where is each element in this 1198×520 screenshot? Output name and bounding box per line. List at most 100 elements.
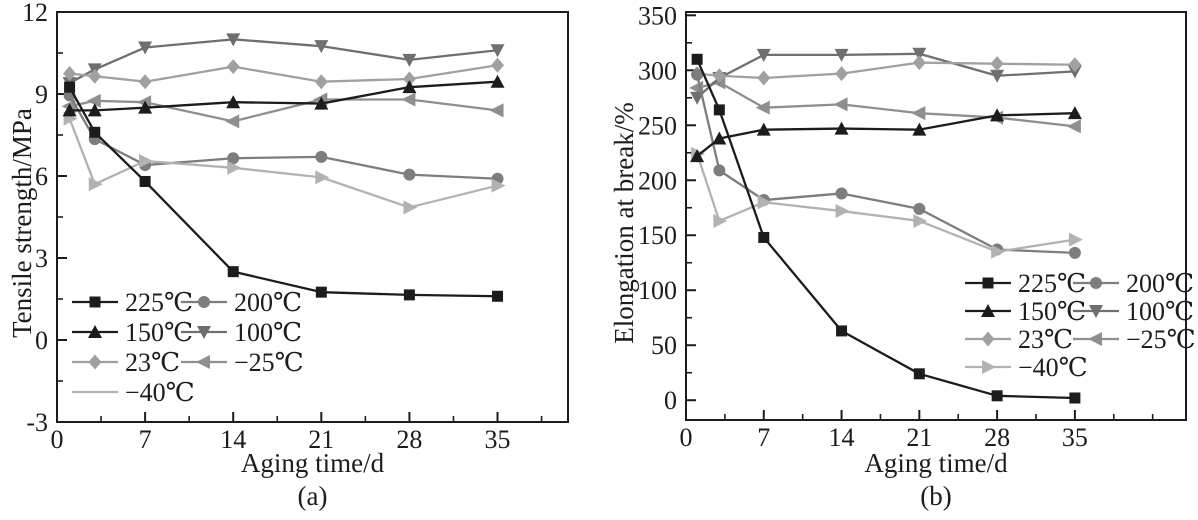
legend-marker [981, 304, 995, 317]
series-200c-marker [315, 150, 328, 163]
series-100c-marker [912, 47, 927, 61]
y-tick-label: 350 [638, 1, 677, 30]
series-100c-marker [690, 91, 705, 105]
legend-marker [196, 355, 210, 369]
series-23c-marker [757, 70, 771, 86]
series-150c-marker [834, 121, 849, 135]
series-100c-line [69, 38, 498, 85]
series-23c-line [69, 64, 498, 83]
x-tick-label: 21 [308, 425, 334, 454]
legend-marker [88, 354, 102, 370]
series-150c-marker [1067, 106, 1082, 120]
y-tick-label: 0 [35, 326, 48, 355]
legend-label: 200℃ [234, 288, 302, 317]
series-225c-marker [64, 81, 76, 93]
series-225c-marker [139, 175, 151, 187]
series-23c-marker [912, 55, 926, 71]
series-23c-marker [990, 56, 1004, 72]
series-225c-marker [1069, 392, 1081, 404]
series-100c-marker [490, 44, 505, 58]
x-tick-label: 14 [829, 423, 855, 452]
y-tick-label: 6 [35, 162, 48, 191]
x-tick-label: 7 [757, 423, 770, 452]
series-225c-marker [89, 126, 101, 138]
series-150c-marker [62, 103, 77, 117]
series-225c-marker [758, 231, 770, 243]
x-tick-label: 14 [220, 425, 246, 454]
legend-label: 23℃ [1018, 325, 1073, 354]
series-minus40c-marker [991, 244, 1006, 259]
y-tick-label: 200 [638, 166, 677, 195]
series-100c-marker [314, 40, 329, 54]
x-tick-label: 28 [984, 423, 1010, 452]
y-tick-label: -3 [26, 408, 48, 437]
series-150c-marker [690, 149, 705, 163]
series-minus40c-marker [913, 213, 928, 228]
chart-b-y-axis-title: Elongation at break/% [609, 102, 639, 344]
series-150c-marker [402, 80, 417, 94]
x-tick-label: 21 [906, 423, 932, 452]
legend-marker [1090, 277, 1102, 289]
series-225c-marker [691, 53, 703, 65]
series-150c-marker [712, 131, 727, 145]
legend-label: 100℃ [234, 318, 302, 347]
chart-panel-b: 0 7 14 21 28 35 0 50 100 150 200 250 300 350 225℃ 200℃ 1… [599, 0, 1198, 520]
series-minus25c-marker [755, 100, 770, 115]
series-minus40c-line [68, 118, 498, 209]
series-100c-marker [138, 41, 153, 55]
x-tick-label: 0 [51, 425, 64, 454]
series-150c-marker [226, 95, 241, 109]
series-23c-marker [63, 66, 77, 81]
series-23c-marker [88, 68, 102, 84]
series-minus40c-marker [713, 213, 728, 228]
series-23c-marker [402, 71, 416, 87]
series-100c-marker [834, 48, 849, 62]
series-23c-marker [1068, 57, 1082, 73]
series-225c-marker [315, 286, 327, 298]
series-225c-marker [991, 390, 1003, 402]
series-minus25c-marker [1066, 119, 1081, 134]
series-150c-line [69, 80, 498, 112]
series-minus40c-marker [139, 153, 154, 168]
chart-a-x-axis-title: Aging time/d [240, 448, 385, 478]
legend-marker [88, 325, 102, 338]
legend-marker [981, 331, 995, 347]
y-tick-label: 100 [638, 276, 677, 305]
series-200c-marker [227, 152, 240, 165]
series-150c-marker [990, 108, 1005, 122]
series-minus40c-marker [315, 170, 330, 185]
plot-border [685, 11, 1187, 421]
x-tick-label: 28 [396, 425, 422, 454]
series-200c-marker [691, 68, 704, 81]
series-23c-marker [138, 74, 152, 90]
series-150c-marker [912, 122, 927, 136]
x-tick-label: 35 [1062, 423, 1088, 452]
chart-b-x-axis-title: Aging time/d [864, 448, 1008, 478]
series-minus25c-marker [401, 92, 416, 107]
legend-label: 23℃ [125, 348, 180, 377]
chart-panel-a: 0 7 14 21 28 35 -3 0 3 6 9 12 225℃ 200℃ 150℃ 100℃ 23℃ −25… [7, 0, 569, 511]
legend-label: −40℃ [125, 378, 195, 407]
series-minus40c-marker [835, 204, 850, 219]
chart-a-caption: (a) [297, 481, 328, 511]
series-minus25c-marker [833, 97, 848, 112]
series-150c-marker [756, 122, 771, 136]
y-tick-label: 50 [651, 331, 677, 360]
series-23c-marker [491, 57, 505, 73]
series-225c-marker [713, 104, 725, 116]
series-minus40c-marker [403, 200, 418, 215]
series-150c-marker [314, 96, 329, 110]
y-tick-label: 9 [35, 80, 48, 109]
chart-a-y-axis-title: Tensile strength/MPa [7, 108, 37, 338]
series-200c-marker [835, 187, 848, 200]
series-minus25c-marker [225, 114, 240, 129]
series-23c-marker [712, 68, 726, 84]
series-minus25c-marker [911, 106, 926, 121]
x-tick-label: 35 [485, 425, 511, 454]
series-minus25c-marker [86, 93, 101, 108]
series-150c-marker [490, 74, 505, 88]
series-200c-marker [913, 202, 926, 215]
